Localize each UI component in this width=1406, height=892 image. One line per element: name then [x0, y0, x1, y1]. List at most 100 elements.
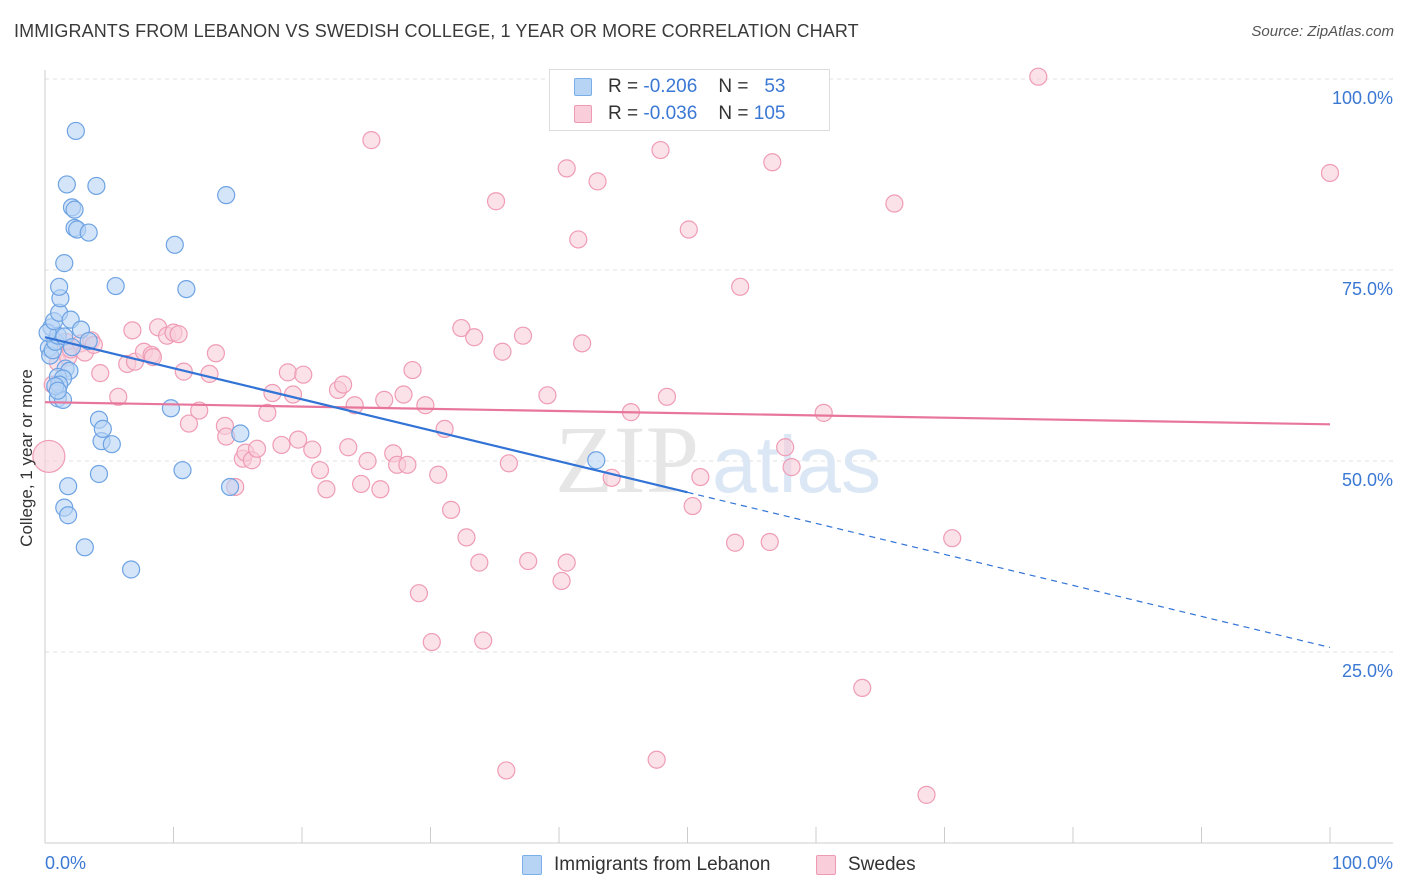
chart-title: IMMIGRANTS FROM LEBANON VS SWEDISH COLLE…	[14, 21, 859, 41]
swedes-point	[91, 364, 110, 383]
swedes-point	[289, 430, 308, 449]
lebanon-point	[217, 186, 236, 205]
y-tick-label: 100.0%	[1332, 88, 1393, 108]
lebanon-point	[177, 280, 196, 299]
swedes-point	[1029, 67, 1048, 86]
lebanon-point	[121, 560, 141, 579]
swedes-point	[206, 344, 226, 363]
swedes-point	[409, 584, 429, 603]
x-axis-labels: 0.0% 100.0%	[45, 853, 1393, 873]
swedes-point	[573, 334, 592, 353]
swedes-point	[457, 528, 476, 547]
series-label-lebanon: Immigrants from Lebanon	[554, 854, 771, 875]
lebanon-point	[65, 200, 84, 219]
lebanon-point	[75, 538, 94, 557]
swedes-point	[247, 439, 267, 458]
swedes-point	[123, 321, 142, 340]
swedes-point	[32, 439, 66, 474]
x-tick-label-max: 100.0%	[1332, 853, 1393, 873]
swedes-point	[569, 230, 588, 249]
swedes-point	[470, 553, 489, 572]
swedes-point	[557, 159, 576, 178]
swedes-point	[588, 172, 607, 191]
swedes-point	[763, 153, 782, 172]
source-attribution: Source: ZipAtlas.com	[1251, 23, 1394, 40]
series-label-swedes: Swedes	[848, 854, 916, 875]
lebanon-point	[106, 276, 125, 296]
lebanon-point	[587, 451, 606, 470]
gridlines	[45, 78, 1393, 653]
swedes-point	[352, 474, 371, 494]
lebanon-point	[165, 235, 184, 254]
swedes-point	[362, 131, 381, 150]
swedes-point	[943, 529, 962, 548]
y-tick-label: 75.0%	[1342, 279, 1393, 299]
swedes-point	[109, 387, 128, 406]
lebanon-point	[59, 477, 78, 496]
swedes-point	[317, 480, 336, 499]
swedes-point	[422, 632, 441, 652]
swedes-point	[375, 390, 394, 409]
legend-n-label: N =	[718, 76, 749, 97]
series-swatch-lebanon	[522, 855, 542, 875]
lebanon-point	[50, 277, 69, 296]
swedes-point	[917, 785, 936, 804]
stats-legend: R = -0.206 N = 53 R = -0.036 N = 105	[549, 69, 830, 131]
swedes-point	[474, 631, 493, 650]
swedes-point	[657, 387, 677, 406]
lebanon-points	[38, 121, 606, 579]
swedes-point	[519, 551, 538, 571]
swedes-point	[465, 328, 484, 347]
swedes-point	[371, 480, 390, 499]
lebanon-trend-line	[44, 336, 688, 494]
swedes-point	[853, 678, 872, 698]
swedes-trend-line	[44, 401, 1331, 426]
swedes-point	[394, 385, 413, 404]
swedes-point	[885, 194, 904, 213]
swedes-point	[403, 360, 422, 380]
swedes-point	[647, 750, 666, 769]
swedes-point	[651, 140, 670, 160]
lebanon-point	[220, 477, 240, 497]
watermark: ZIP atlas	[555, 406, 881, 513]
swedes-point	[557, 553, 576, 572]
swedes-point	[691, 467, 710, 487]
swedes-point	[552, 571, 571, 591]
lebanon-point	[55, 254, 74, 273]
swedes-point	[452, 318, 471, 338]
x-tick-label-min: 0.0%	[45, 853, 86, 873]
swedes-point	[310, 461, 330, 480]
trend-lines	[44, 336, 1331, 648]
lebanon-point	[93, 419, 112, 439]
swedes-point	[334, 375, 353, 394]
legend-r-label: R =	[608, 76, 639, 97]
swedes-point	[513, 326, 533, 345]
swedes-point	[731, 277, 750, 296]
lebanon-point	[48, 381, 67, 400]
swedes-point	[416, 396, 435, 415]
x-axis-ticks	[173, 827, 1331, 843]
lebanon-point	[79, 331, 98, 351]
series-swatch-swedes	[816, 855, 836, 875]
lebanon-point	[57, 175, 76, 194]
swedes-point	[499, 454, 518, 473]
swedes-point	[497, 761, 516, 780]
swedes-point	[272, 435, 291, 455]
lebanon-point	[87, 176, 106, 196]
lebanon-point	[231, 424, 250, 443]
legend-n-value: 53	[764, 76, 786, 97]
source-label: Source:	[1251, 23, 1304, 40]
swedes-point	[169, 325, 188, 344]
lebanon-point	[161, 399, 181, 418]
lebanon-point	[89, 464, 109, 484]
swedes-point	[441, 500, 461, 519]
lebanon-point	[79, 223, 98, 242]
y-axis-title: College, 1 year or more	[17, 369, 36, 547]
swedes-point	[278, 363, 297, 382]
swedes-point	[429, 465, 448, 484]
lebanon-point	[102, 435, 121, 454]
swedes-point	[200, 364, 219, 384]
swedes-point	[345, 396, 364, 415]
legend-r-value: -0.206	[643, 76, 698, 97]
